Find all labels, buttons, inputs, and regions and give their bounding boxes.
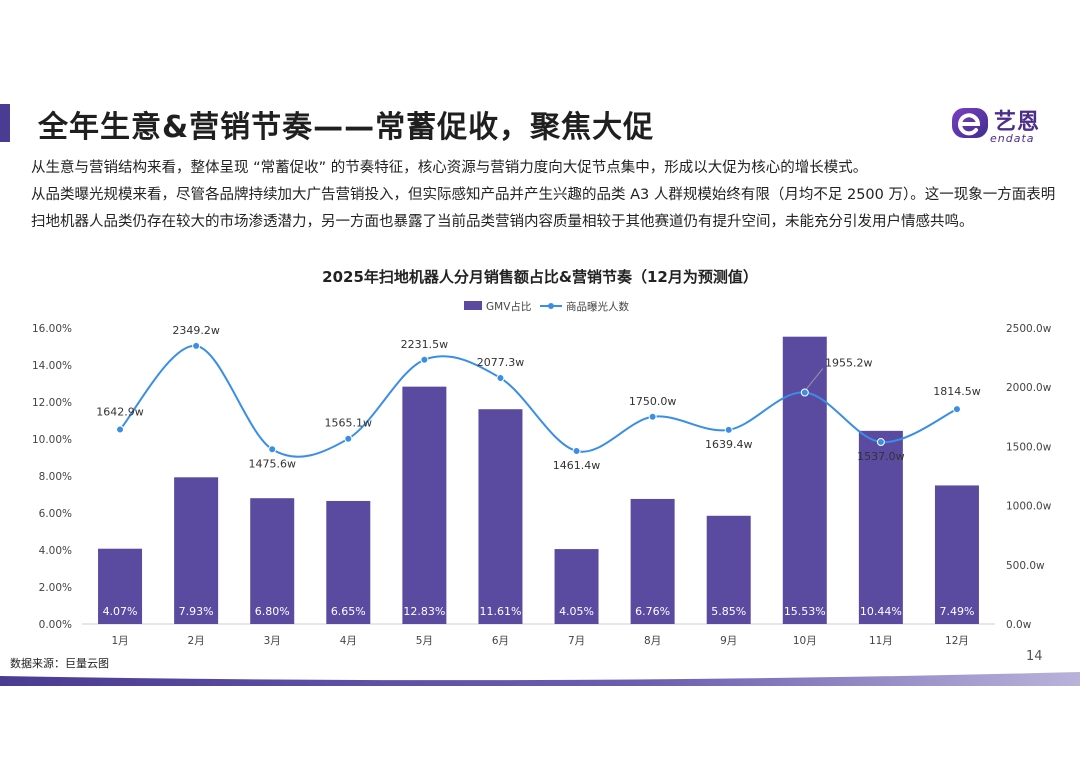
exposure-point-label: 1955.2w — [825, 357, 873, 370]
gmv-bar — [858, 430, 903, 624]
gmv-bar-label: 4.07% — [103, 605, 138, 618]
endata-logo-icon — [952, 108, 988, 138]
exposure-point-label: 1639.4w — [705, 438, 753, 451]
gmv-bar — [250, 498, 295, 624]
y-left-tick-label: 8.00% — [39, 471, 72, 483]
gmv-exposure-chart: GMV占比 商品曝光人数 0.00% 2.00% 4.00% 6.00% 8.00% 10.0… — [32, 300, 1052, 647]
footer-band — [0, 672, 1080, 686]
gmv-bar-label: 6.76% — [635, 605, 670, 618]
exposure-point-label: 1537.0w — [857, 450, 905, 463]
exposure-point-label: 1642.9w — [96, 405, 144, 418]
y-right-tick-label: 2500.0w — [1006, 323, 1052, 335]
gmv-bar-label: 7.49% — [939, 605, 974, 618]
gmv-bar-label: 6.65% — [331, 605, 366, 618]
brand-logo: 艺恩 endata — [950, 104, 1060, 145]
exposure-point — [800, 388, 809, 397]
title-accent-bar — [0, 104, 10, 142]
y-left-tick-label: 2.00% — [39, 582, 72, 594]
exposure-point — [420, 355, 429, 364]
x-tick-label: 2月 — [188, 635, 205, 647]
exposure-point — [344, 434, 353, 443]
exposure-point — [648, 412, 657, 421]
gmv-bar-label: 7.93% — [179, 605, 214, 618]
gmv-bar — [174, 477, 219, 624]
x-tick-label: 5月 — [416, 635, 433, 647]
y-right-tick-label: 2000.0w — [1006, 382, 1052, 394]
x-tick-label: 12月 — [945, 635, 969, 647]
chart-title: 2025年扫地机器人分月销售额占比&营销节奏（12月为预测值） — [322, 268, 758, 286]
x-tick-label: 6月 — [492, 635, 509, 647]
exposure-point — [496, 374, 505, 383]
y-right-tick-label: 1500.0w — [1006, 441, 1052, 453]
legend-label-exposure: 商品曝光人数 — [566, 300, 629, 313]
y-right-tick-label: 500.0w — [1006, 560, 1045, 572]
gmv-bar — [326, 500, 371, 624]
exposure-point — [952, 405, 961, 414]
x-tick-label: 11月 — [869, 635, 893, 647]
x-tick-label: 10月 — [793, 635, 817, 647]
x-tick-label: 7月 — [568, 635, 585, 647]
legend-label-gmv: GMV占比 — [486, 300, 531, 313]
y-left-tick-label: 4.00% — [39, 545, 72, 557]
y-left-tick-label: 10.00% — [32, 434, 72, 446]
gmv-bar — [402, 386, 447, 624]
page-number: 14 — [1026, 649, 1043, 664]
y-left-tick-label: 14.00% — [32, 360, 72, 372]
y-left-tick-label: 6.00% — [39, 508, 72, 520]
legend-bar-swatch — [464, 301, 482, 310]
x-tick-label: 3月 — [264, 635, 281, 647]
gmv-bar — [554, 549, 599, 624]
exposure-point — [116, 425, 125, 434]
exposure-point — [572, 446, 581, 455]
gmv-bar — [934, 485, 979, 624]
exposure-point-label: 1814.5w — [933, 385, 981, 398]
gmv-bar-label: 6.80% — [255, 605, 290, 618]
gmv-bar — [98, 548, 143, 624]
intro-paragraph-1: 从生意与营销结构来看，整体呈现 “常蓄促收” 的节奏特征，核心资源与营销力度向大… — [31, 160, 868, 176]
gmv-bar-label: 5.85% — [711, 605, 746, 618]
intro-paragraph-2: 从品类曝光规模来看，尽管各品牌持续加大广告营销投入，但实际感知产品并产生兴趣的品… — [31, 187, 1056, 230]
y-right-tick-label: 0.0w — [1006, 619, 1032, 631]
y-left-tick-label: 12.00% — [32, 397, 72, 409]
gmv-bar-label: 15.53% — [784, 605, 826, 618]
gmv-bar — [706, 515, 751, 624]
intro-text: 从生意与营销结构来看，整体呈现 “常蓄促收” 的节奏特征，核心资源与营销力度向大… — [31, 155, 1056, 236]
exposure-point — [876, 438, 885, 447]
x-tick-label: 1月 — [111, 635, 128, 647]
exposure-point-label: 2349.2w — [172, 324, 220, 337]
logo-name: 艺恩 — [994, 110, 1041, 135]
logo-english: endata — [990, 132, 1035, 145]
gmv-bar-label: 4.05% — [559, 605, 594, 618]
legend-line-marker — [548, 303, 554, 309]
y-left-tick-label: 16.00% — [32, 323, 72, 335]
exposure-point-label: 1565.1w — [325, 417, 373, 430]
exposure-point-label: 1750.0w — [629, 395, 677, 408]
gmv-bar-label: 10.44% — [860, 605, 902, 618]
x-tick-label: 9月 — [720, 635, 737, 647]
exposure-point-label: 1461.4w — [553, 459, 601, 472]
exposure-point — [192, 341, 201, 350]
exposure-point-label: 2077.3w — [477, 356, 525, 369]
exposure-point — [268, 445, 277, 454]
page-title: 全年生意&营销节奏——常蓄促收，聚焦大促 — [38, 110, 655, 145]
exposure-label-leader — [806, 368, 824, 389]
x-tick-label: 8月 — [644, 635, 661, 647]
gmv-bar — [630, 498, 675, 624]
data-source: 数据来源：巨量云图 — [10, 657, 109, 670]
gmv-bar-label: 11.61% — [479, 605, 521, 618]
gmv-bar — [782, 336, 827, 624]
exposure-point-label: 1475.6w — [248, 457, 296, 470]
y-right-tick-label: 1000.0w — [1006, 501, 1052, 513]
y-left-tick-label: 0.00% — [39, 619, 72, 631]
exposure-point-label: 2231.5w — [401, 338, 449, 351]
gmv-bar-label: 12.83% — [403, 605, 445, 618]
exposure-line — [119, 344, 958, 458]
x-tick-label: 4月 — [340, 635, 357, 647]
gmv-bar — [478, 409, 523, 624]
exposure-point — [724, 425, 733, 434]
